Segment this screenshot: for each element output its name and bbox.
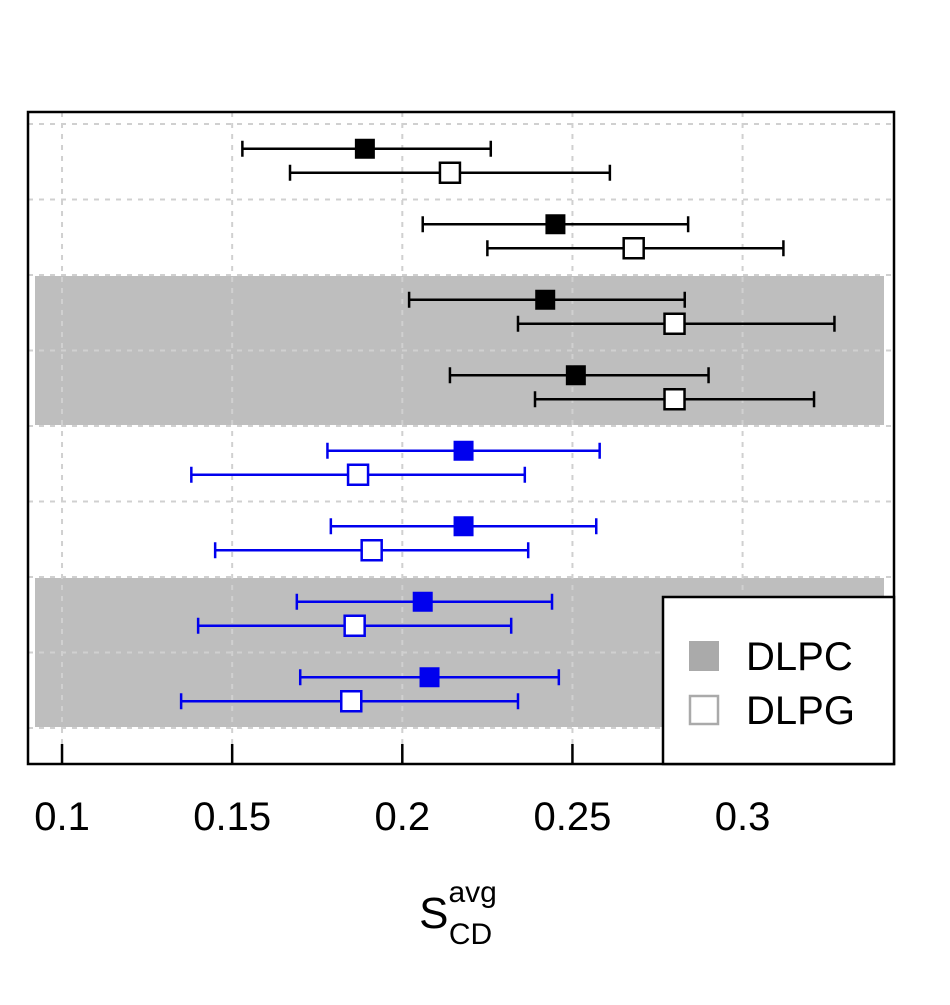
point-marker-dlpg (663, 312, 686, 335)
point-marker-dlpg (360, 539, 383, 562)
point-marker-dlpg (663, 388, 686, 411)
x-tick-label: 0.15 (193, 795, 271, 839)
legend: DLPC DLPG (661, 595, 896, 766)
x-axis-title: Savg CD (419, 876, 497, 951)
x-tick-label: 0.25 (534, 795, 612, 839)
x-tick-label: 0.1 (34, 795, 90, 839)
point-marker-dlpc (535, 289, 556, 310)
point-marker-dlpc (545, 214, 566, 235)
data-marks (179, 138, 836, 713)
grid (28, 112, 894, 764)
point-marker-dlpg (622, 237, 645, 260)
x-axis-title-base: S (419, 889, 448, 938)
point-marker-dlpc (354, 138, 375, 159)
point-marker-dlpg (346, 463, 370, 486)
legend-swatch-dlpc (689, 641, 719, 671)
legend-box (661, 595, 896, 766)
x-axis: 0.1 0.15 0.2 0.25 0.3 (34, 744, 770, 839)
point-marker-dlpc (412, 591, 433, 612)
plot-frame (26, 110, 896, 766)
legend-label-dlpg: DLPG (746, 689, 855, 733)
point-marker-dlpc (453, 516, 474, 537)
point-marker-dlpc (565, 365, 586, 386)
point-marker-dlpg (438, 161, 462, 184)
point-marker-dlpg (343, 614, 366, 637)
legend-label-dlpc: DLPC (746, 635, 853, 679)
point-marker-dlpg (340, 690, 363, 713)
point-marker-dlpc (419, 667, 440, 688)
x-tick-label: 0.2 (374, 795, 430, 839)
x-axis-title-superscript: avg (448, 876, 496, 909)
point-marker-dlpc (453, 440, 474, 461)
x-axis-title-subscript: CD (449, 918, 492, 951)
legend-swatch-dlpg (688, 694, 720, 726)
x-tick-label: 0.3 (715, 795, 771, 839)
